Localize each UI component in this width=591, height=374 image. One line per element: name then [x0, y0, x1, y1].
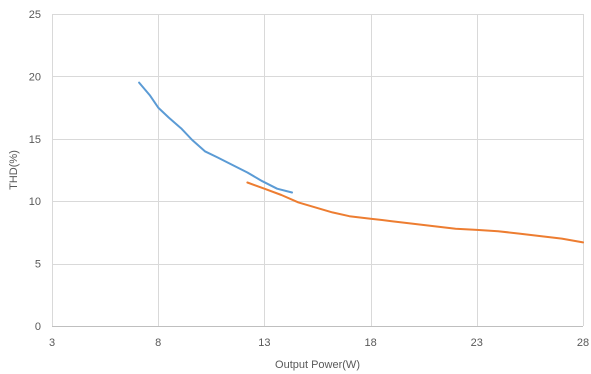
x-tick-label: 3: [49, 337, 55, 349]
x-axis-title: Output Power(W): [275, 359, 360, 371]
y-tick-label: 5: [35, 259, 41, 271]
y-tick-label: 25: [29, 9, 41, 21]
y-tick-label: 10: [29, 196, 41, 208]
x-tick-label: 8: [155, 337, 161, 349]
plot-area: [138, 81, 584, 244]
y-axis-title: THD(%): [8, 150, 20, 190]
y-tick-label: 15: [29, 134, 41, 146]
x-axis-ticks: 3 8 13 18 23 28: [49, 337, 589, 349]
y-axis-ticks: 0 5 10 15 20 25: [29, 9, 41, 333]
y-tick-label: 0: [35, 321, 41, 333]
x-tick-label: 13: [258, 337, 270, 349]
y-tick-label: 20: [29, 71, 41, 83]
series-line-1: [138, 81, 293, 194]
x-tick-label: 18: [364, 337, 376, 349]
grid: [52, 14, 584, 327]
x-tick-label: 23: [471, 337, 483, 349]
x-tick-label: 28: [577, 337, 589, 349]
series-line-2: [246, 181, 584, 244]
